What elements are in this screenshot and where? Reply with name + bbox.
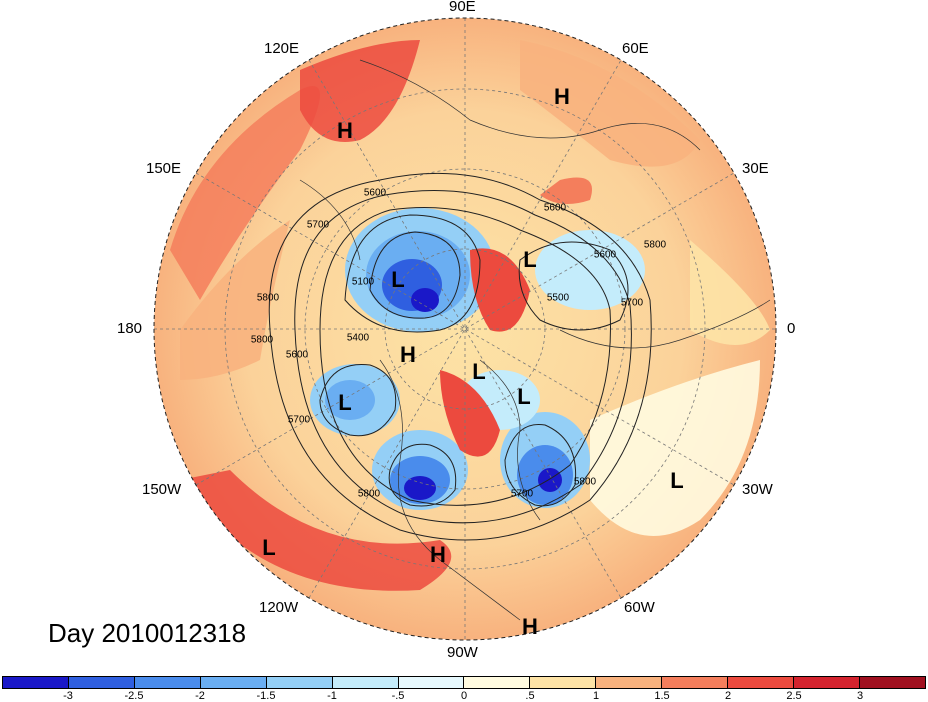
colorbar-tick-label: 1 bbox=[592, 690, 600, 702]
colorbar-segment bbox=[398, 677, 465, 688]
colorbar-segment bbox=[728, 677, 795, 688]
colorbar-segment bbox=[859, 677, 925, 688]
map-boundary bbox=[153, 17, 777, 641]
pressure-center-high: H bbox=[337, 118, 353, 143]
colorbar-segment bbox=[464, 677, 531, 688]
contour-label: 5100 bbox=[351, 276, 375, 288]
lon-label-60e: 60E bbox=[622, 40, 649, 57]
graticule bbox=[154, 18, 776, 640]
colorbar-tick-label: 0 bbox=[460, 690, 468, 702]
lon-label-150w: 150W bbox=[142, 481, 182, 498]
colorbar-tick-label: .5 bbox=[525, 690, 535, 702]
colorbar-tick-label: -2.5 bbox=[124, 690, 144, 702]
colorbar-segment bbox=[134, 677, 201, 688]
lon-label-120e: 120E bbox=[264, 40, 300, 57]
contour-label: 5600 bbox=[285, 349, 309, 361]
contour-label: 5400 bbox=[346, 332, 370, 344]
coastlines bbox=[299, 59, 771, 621]
contour-label: 5800 bbox=[250, 334, 274, 346]
colorbar-segment bbox=[794, 677, 860, 688]
pressure-center-high: H bbox=[522, 614, 538, 639]
contour-label: 5800 bbox=[573, 476, 597, 488]
contour-label: 5500 bbox=[546, 292, 570, 304]
pressure-center-low: L bbox=[523, 247, 537, 272]
lon-label-30w: 30W bbox=[742, 481, 773, 498]
pressure-center-low: L bbox=[472, 359, 486, 384]
colorbar-tick-label: -2 bbox=[195, 690, 205, 702]
contour-label: 5700 bbox=[306, 219, 330, 231]
colorbar-tick-label: -.5 bbox=[391, 690, 405, 702]
colorbar-tick-label: 2 bbox=[724, 690, 732, 702]
lon-label-30e: 30E bbox=[742, 160, 769, 177]
lon-label-60w: 60W bbox=[624, 599, 655, 616]
lon-label-90w: 90W bbox=[447, 644, 478, 661]
pressure-center-high: H bbox=[554, 84, 570, 109]
contour-label: 5600 bbox=[363, 187, 387, 199]
colorbar bbox=[2, 676, 926, 689]
colorbar-tick-label: 1.5 bbox=[654, 690, 670, 702]
pressure-center-high: H bbox=[430, 542, 446, 567]
lon-label-90e: 90E bbox=[449, 0, 476, 15]
colorbar-tick-label: 2.5 bbox=[786, 690, 802, 702]
height-contours bbox=[268, 172, 652, 541]
contour-label: 5600 bbox=[543, 202, 567, 214]
colorbar-segment bbox=[332, 677, 399, 688]
lon-label-180: 180 bbox=[117, 320, 143, 337]
colorbar-segment bbox=[266, 677, 333, 688]
colorbar-segment bbox=[596, 677, 663, 688]
pressure-center-low: L bbox=[338, 390, 352, 415]
lon-label-120w: 120W bbox=[259, 599, 299, 616]
contour-label: 5800 bbox=[256, 292, 280, 304]
colorbar-segment bbox=[200, 677, 267, 688]
contour-label: 5700 bbox=[510, 488, 534, 500]
lon-label-0: 0 bbox=[787, 320, 796, 337]
colorbar-tick-label: -1 bbox=[327, 690, 337, 702]
colorbar-tick-label: -3 bbox=[63, 690, 73, 702]
contour-label: 5800 bbox=[357, 488, 381, 500]
colorbar-tick-label: -1.5 bbox=[256, 690, 276, 702]
pressure-center-high: H bbox=[400, 342, 416, 367]
pressure-center-low: L bbox=[262, 535, 276, 560]
contour-label: 5600 bbox=[593, 249, 617, 261]
anomaly-field bbox=[154, 18, 776, 640]
colorbar-segment bbox=[3, 677, 69, 688]
colorbar-segment bbox=[68, 677, 135, 688]
map-title: Day 2010012318 bbox=[48, 618, 247, 648]
contour-label: 5700 bbox=[287, 414, 311, 426]
lon-label-150e: 150E bbox=[146, 160, 182, 177]
pressure-center-low: L bbox=[517, 384, 531, 409]
pressure-center-low: L bbox=[670, 468, 684, 493]
colorbar-segment bbox=[662, 677, 729, 688]
contour-label: 5800 bbox=[643, 239, 667, 251]
contour-label: 5700 bbox=[620, 297, 644, 309]
colorbar-tick-label: 3 bbox=[856, 690, 864, 702]
colorbar-segment bbox=[530, 677, 597, 688]
pressure-center-low: L bbox=[391, 267, 405, 292]
